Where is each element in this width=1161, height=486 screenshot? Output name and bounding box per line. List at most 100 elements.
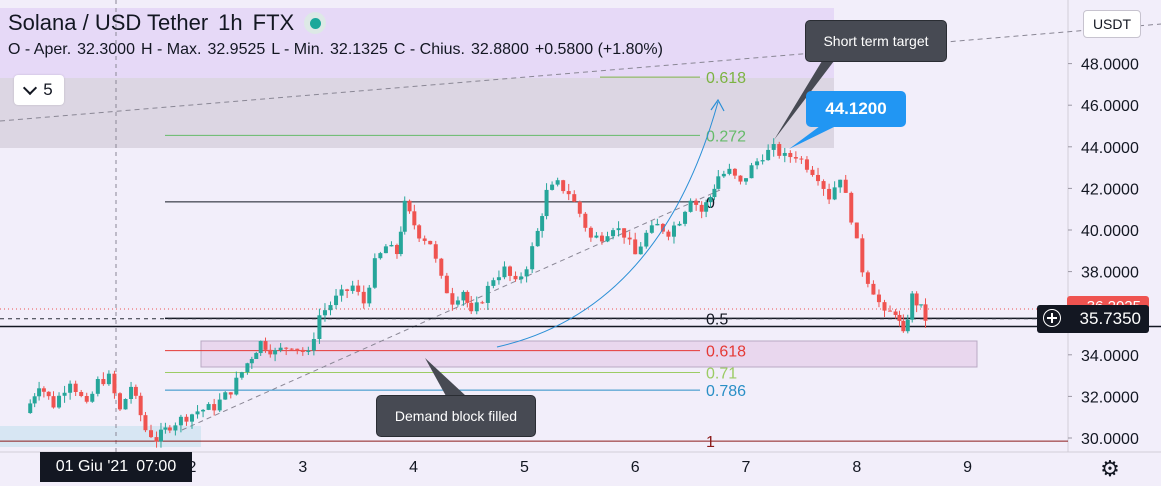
add-plus-icon[interactable] — [1043, 309, 1061, 327]
candle-body — [535, 230, 540, 247]
candle-body — [605, 236, 610, 242]
candle-body — [158, 429, 163, 442]
crosshair-time-label: 01 Giu '21 07:00 — [40, 452, 192, 482]
candle-body — [666, 231, 671, 237]
candle-body — [444, 275, 449, 294]
candle-body — [133, 386, 138, 396]
target-price-callout: 44.1200 — [806, 91, 906, 127]
indicators-toggle-button[interactable]: 5 — [14, 75, 64, 105]
timeframe[interactable]: 1h — [218, 10, 243, 35]
candle-body — [524, 269, 529, 277]
fib-level-label: 0.618 — [706, 70, 746, 87]
fib-level-label: 0.272 — [706, 128, 746, 145]
high-value: 32.9525 — [207, 41, 266, 58]
candle-body — [73, 383, 78, 393]
candle-body — [51, 396, 56, 408]
demand-block-zone — [200, 340, 978, 368]
candle-body — [417, 225, 422, 239]
candle-body — [90, 393, 95, 402]
candle-body — [561, 180, 566, 192]
last-price-label[interactable]: 35.7350 — [1037, 305, 1149, 333]
candle-body — [154, 437, 159, 442]
candle-body — [284, 347, 289, 349]
candle-body — [788, 152, 793, 158]
chart-legend: Solana / USD Tether 1h FTX O - Aper. 32.3… — [8, 6, 831, 59]
candle-body — [716, 176, 721, 189]
candle-body — [258, 341, 263, 354]
short-term-target-callout: Short term target — [805, 20, 947, 62]
candle-body — [583, 213, 588, 228]
candle-body — [755, 161, 760, 166]
candle-body — [295, 348, 300, 350]
candle-body — [378, 253, 383, 259]
x-tick-label: 6 — [631, 459, 640, 476]
candle-body — [68, 383, 73, 393]
candle-body — [178, 416, 183, 426]
candle-body — [683, 211, 688, 224]
candle-body — [474, 302, 479, 312]
candle-body — [507, 266, 512, 276]
candle-body — [450, 293, 455, 305]
candle-body — [328, 305, 333, 311]
x-tick-label: 5 — [520, 459, 529, 476]
candle-body — [190, 414, 194, 422]
fib-level-label: 0.71 — [706, 365, 737, 382]
candle-body — [599, 235, 604, 242]
candle-body — [37, 388, 42, 397]
candle-body — [84, 395, 89, 402]
candle-body — [910, 293, 915, 320]
candle-body — [827, 188, 832, 200]
candle-body — [594, 235, 599, 238]
fib-level-label: 1 — [706, 434, 715, 451]
candle-body — [398, 231, 403, 255]
candle-body — [732, 168, 737, 176]
candle-body — [439, 258, 444, 276]
candle-body — [496, 277, 501, 281]
crosshair-date: 01 Giu '21 — [55, 458, 129, 475]
candle-body — [838, 179, 843, 188]
candle-body — [771, 144, 776, 150]
settings-gear-icon[interactable]: ⚙ — [1100, 456, 1120, 481]
resistance-zone — [0, 78, 834, 148]
candle-body — [491, 280, 496, 286]
candle-body — [677, 223, 682, 226]
candle-body — [412, 211, 417, 226]
y-tick-label: 48.0000 — [1081, 57, 1139, 74]
candle-body — [888, 310, 893, 312]
y-tick-label: 46.0000 — [1081, 98, 1139, 115]
upper-zone-highlight — [0, 8, 834, 78]
candle-body — [106, 373, 111, 385]
candle-body — [268, 349, 273, 355]
candle-body — [465, 291, 470, 303]
candle-body — [455, 300, 460, 305]
candle-body — [919, 304, 924, 306]
candle-body — [117, 393, 122, 410]
candle-body — [317, 315, 322, 339]
candle-body — [422, 238, 427, 241]
crosshair-time: 07:00 — [136, 458, 177, 475]
candle-body — [721, 173, 726, 177]
y-tick-label: 44.0000 — [1081, 140, 1139, 157]
candle-body — [184, 416, 189, 422]
chevron-down-icon — [23, 80, 38, 95]
candle-body — [871, 283, 876, 295]
candle-body — [57, 395, 62, 408]
candle-body — [234, 377, 239, 395]
candle-body — [854, 222, 859, 239]
projection-arrow-curve — [496, 101, 719, 348]
candle-body — [893, 311, 898, 315]
symbol-name[interactable]: Solana / USD Tether — [8, 10, 209, 35]
currency-button[interactable]: USDT — [1083, 10, 1141, 38]
y-tick-label: 38.0000 — [1081, 265, 1139, 282]
candle-body — [311, 338, 316, 351]
candle-body — [655, 223, 660, 226]
candle-body — [46, 391, 51, 397]
candle-body — [611, 230, 616, 237]
candle-body — [407, 200, 412, 212]
candle-body — [627, 237, 632, 240]
candle-body — [616, 228, 621, 231]
x-tick-label: 9 — [963, 459, 972, 476]
candle-body — [799, 158, 804, 160]
candle-body — [638, 246, 643, 255]
